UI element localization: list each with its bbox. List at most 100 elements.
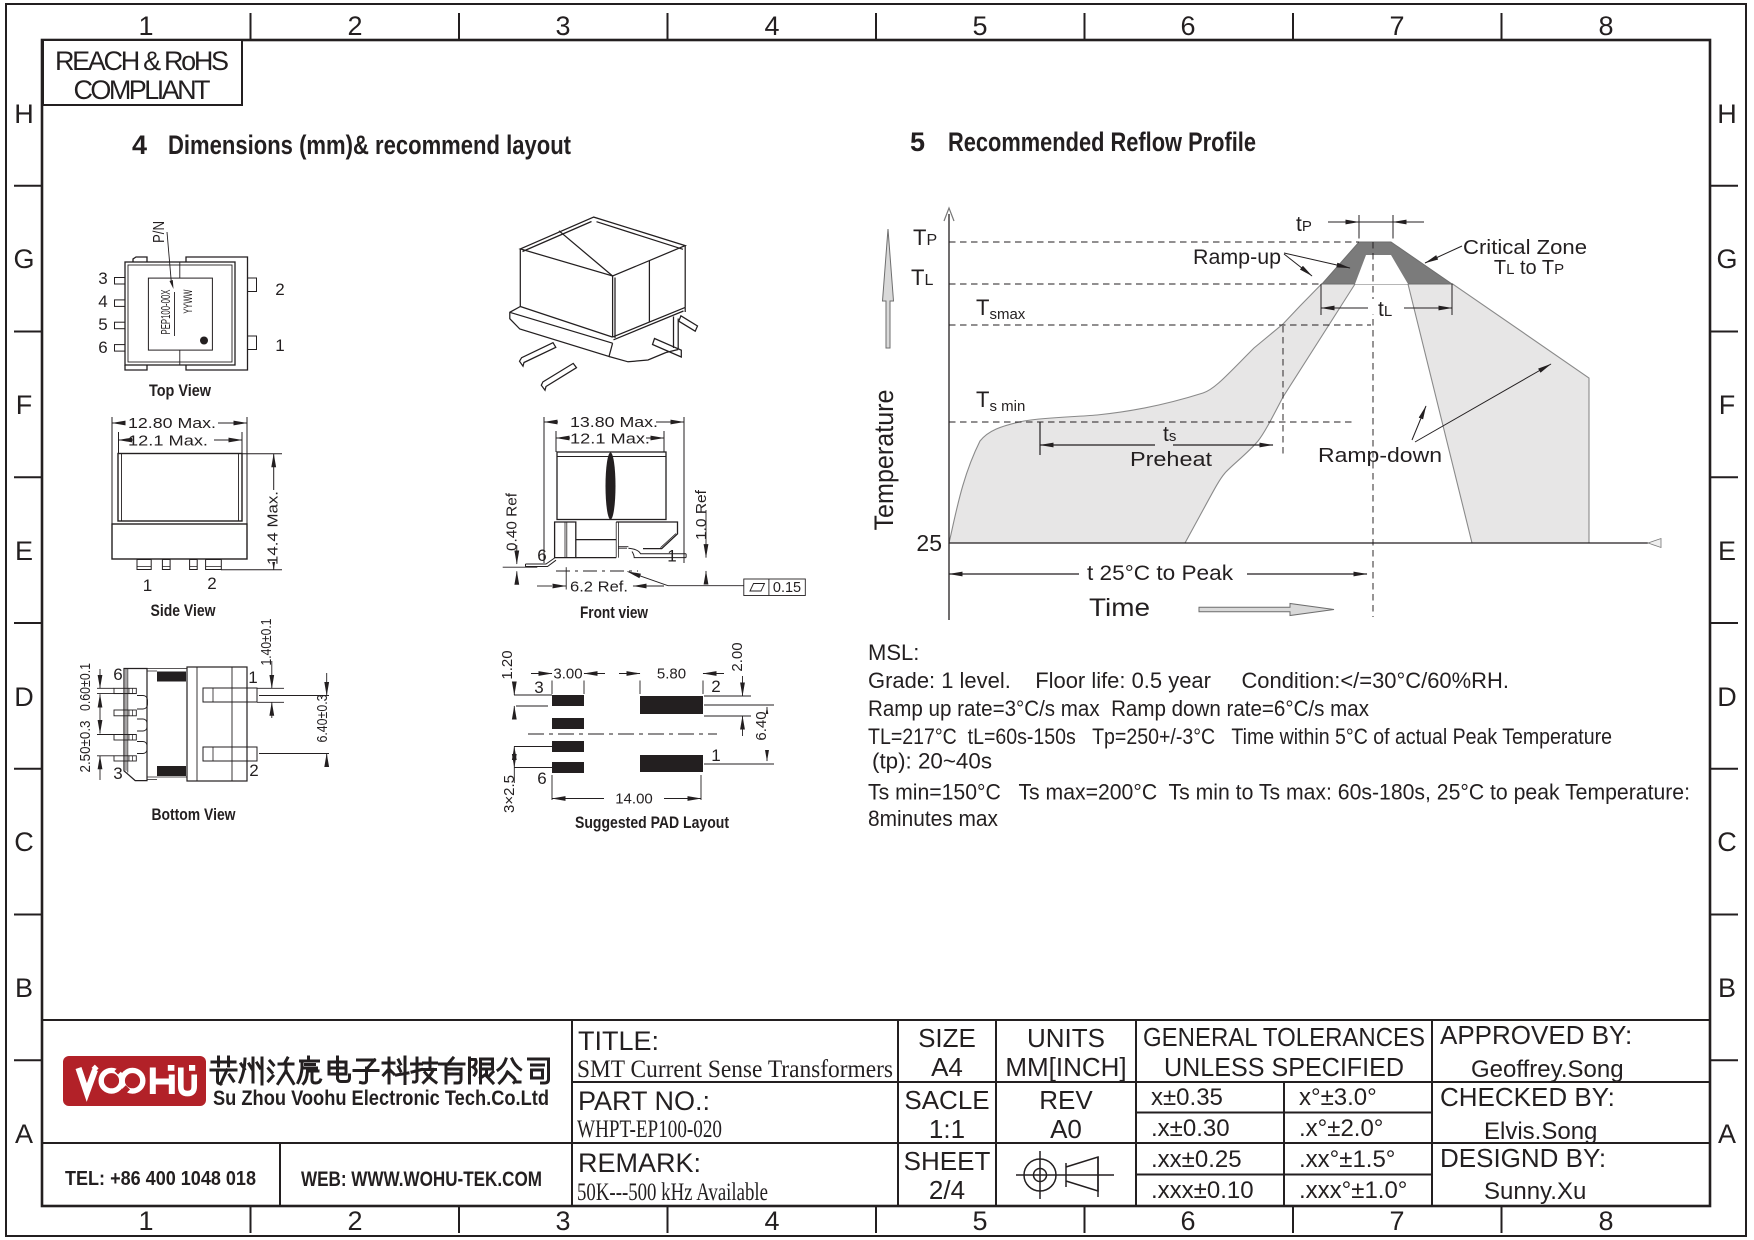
svg-text:2.00: 2.00: [729, 642, 746, 671]
svg-text:2: 2: [711, 677, 720, 696]
svg-text:2.50±0.3: 2.50±0.3: [78, 721, 94, 773]
svg-text:8: 8: [1598, 11, 1613, 41]
svg-text:x°±3.0°: x°±3.0°: [1299, 1084, 1377, 1111]
svg-text:50K---500 kHz Available: 50K---500 kHz Available: [577, 1179, 768, 1206]
svg-text:REACH & RoHS: REACH & RoHS: [55, 46, 229, 76]
svg-text:Temperature: Temperature: [869, 390, 899, 531]
svg-text:6.40±0.3: 6.40±0.3: [315, 695, 331, 743]
svg-text:7: 7: [1389, 1206, 1404, 1236]
svg-text:TL to TP: TL to TP: [1494, 257, 1564, 279]
svg-text:3×2.5: 3×2.5: [501, 775, 518, 813]
svg-text:1:1: 1:1: [929, 1114, 965, 1144]
svg-text:A0: A0: [1050, 1114, 1082, 1144]
svg-text:Sunny.Xu: Sunny.Xu: [1484, 1178, 1586, 1205]
svg-text:SHEET: SHEET: [904, 1146, 991, 1176]
svg-text:2/4: 2/4: [929, 1175, 965, 1205]
svg-text:(tp): 20~40s: (tp): 20~40s: [872, 749, 992, 774]
svg-text:Suggested PAD Layout: Suggested PAD Layout: [575, 813, 729, 832]
svg-text:tL: tL: [1378, 298, 1392, 321]
svg-text:14.4 Max.: 14.4 Max.: [265, 491, 282, 565]
svg-text:7: 7: [1389, 11, 1404, 41]
svg-text:H: H: [1717, 99, 1737, 129]
svg-text:CHECKED BY:: CHECKED BY:: [1440, 1082, 1615, 1112]
svg-text:E: E: [15, 536, 33, 566]
svg-text:REV: REV: [1039, 1085, 1093, 1115]
svg-text:F: F: [16, 390, 33, 420]
svg-text:12.80 Max.: 12.80 Max.: [128, 415, 216, 432]
svg-text:12.1 Max.: 12.1 Max.: [570, 431, 650, 448]
svg-text:Ts min=150°C Ts max=200°C T: Ts min=150°C Ts max=200°C Ts min to Ts m…: [868, 780, 1690, 805]
svg-text:2: 2: [347, 11, 362, 41]
svg-text:TITLE:: TITLE:: [578, 1026, 659, 1056]
svg-text:PEP100-00X: PEP100-00X: [158, 289, 173, 334]
svg-text:SIZE: SIZE: [918, 1023, 976, 1053]
svg-text:YYWW: YYWW: [181, 289, 195, 313]
svg-text:D: D: [1717, 682, 1737, 712]
svg-text:MM[INCH]: MM[INCH]: [1005, 1052, 1126, 1082]
svg-text:.xxx°±1.0°: .xxx°±1.0°: [1299, 1177, 1407, 1204]
svg-text:Top View: Top View: [149, 381, 212, 400]
svg-text:SMT Current Sense Transformers: SMT Current Sense Transformers: [577, 1056, 893, 1083]
svg-text:12.1 Max.: 12.1 Max.: [128, 433, 208, 450]
svg-text:Ramp-up: Ramp-up: [1193, 246, 1281, 269]
svg-text:Front view: Front view: [580, 603, 649, 622]
svg-text:5: 5: [910, 127, 925, 157]
svg-text:5: 5: [98, 315, 107, 334]
svg-text:Side View: Side View: [151, 601, 217, 620]
svg-text:G: G: [13, 244, 34, 274]
svg-text:A4: A4: [931, 1052, 963, 1082]
svg-text:.xx±0.25: .xx±0.25: [1151, 1146, 1242, 1173]
svg-text:8minutes max: 8minutes max: [868, 806, 998, 831]
svg-text:WEB: WWW.WOHU-TEK.COM: WEB: WWW.WOHU-TEK.COM: [301, 1168, 542, 1191]
svg-text:COMPLIANT: COMPLIANT: [74, 75, 211, 105]
svg-text:UNITS: UNITS: [1027, 1023, 1105, 1053]
svg-text:B: B: [1718, 973, 1736, 1003]
svg-text:Ramp-down: Ramp-down: [1318, 445, 1442, 467]
svg-text:Grade: 1 level. Floor life:: Grade: 1 level. Floor life: 0.5 year Con…: [868, 668, 1509, 693]
svg-text:6: 6: [113, 665, 122, 684]
svg-text:ts: ts: [1163, 423, 1176, 446]
svg-text:.x±0.30: .x±0.30: [1151, 1115, 1230, 1142]
svg-text:x±0.35: x±0.35: [1151, 1084, 1223, 1111]
svg-text:.xxx±0.10: .xxx±0.10: [1151, 1177, 1254, 1204]
svg-text:6: 6: [98, 338, 107, 357]
svg-text:Preheat: Preheat: [1130, 449, 1213, 471]
svg-text:1.20: 1.20: [499, 650, 516, 679]
svg-text:Dimensions (mm)& recommend lay: Dimensions (mm)& recommend layout: [168, 130, 571, 160]
svg-text:4: 4: [132, 130, 147, 160]
svg-text:Su Zhou Voohu Electronic Tech.: Su Zhou Voohu Electronic Tech.Co.Ltd: [213, 1087, 549, 1110]
svg-text:6.40: 6.40: [753, 711, 770, 740]
svg-text:1.0 Ref: 1.0 Ref: [693, 489, 710, 540]
svg-text:0.40 Ref: 0.40 Ref: [504, 492, 521, 551]
svg-text:A: A: [15, 1119, 33, 1149]
svg-text:Geoffrey.Song: Geoffrey.Song: [1471, 1056, 1624, 1083]
svg-text:Recommended Reflow Profile: Recommended Reflow Profile: [948, 127, 1256, 157]
svg-text:6.2 Ref.: 6.2 Ref.: [570, 579, 628, 596]
svg-text:C: C: [1717, 827, 1737, 857]
svg-text:PART NO.:: PART NO.:: [578, 1086, 710, 1116]
svg-text:UNLESS SPECIFIED: UNLESS SPECIFIED: [1164, 1052, 1404, 1082]
svg-text:1: 1: [711, 746, 720, 765]
svg-text:13.80 Max.: 13.80 Max.: [570, 414, 658, 431]
svg-text:6: 6: [1180, 1206, 1195, 1236]
svg-text:1.40±0.1: 1.40±0.1: [259, 619, 275, 666]
svg-text:DESIGND BY:: DESIGND BY:: [1440, 1143, 1606, 1173]
svg-text:REMARK:: REMARK:: [578, 1148, 701, 1178]
svg-text:MSL:: MSL:: [868, 640, 919, 665]
svg-text:A: A: [1718, 1119, 1736, 1149]
svg-text:SACLE: SACLE: [904, 1085, 989, 1115]
svg-text:Bottom View: Bottom View: [152, 805, 237, 824]
svg-text:D: D: [14, 682, 34, 712]
svg-text:3.00: 3.00: [553, 666, 582, 683]
svg-text:WHPT-EP100-020: WHPT-EP100-020: [577, 1116, 722, 1143]
svg-text:0.15: 0.15: [773, 580, 801, 596]
svg-text:APPROVED BY:: APPROVED BY:: [1440, 1020, 1632, 1050]
svg-text:F: F: [1719, 390, 1736, 420]
svg-text:5: 5: [972, 1206, 987, 1236]
svg-text:G: G: [1716, 244, 1737, 274]
svg-text:3: 3: [555, 1206, 570, 1236]
svg-text:H: H: [14, 99, 34, 129]
svg-text:6: 6: [537, 546, 546, 565]
svg-text:2: 2: [207, 574, 216, 593]
svg-text:1: 1: [143, 576, 152, 595]
